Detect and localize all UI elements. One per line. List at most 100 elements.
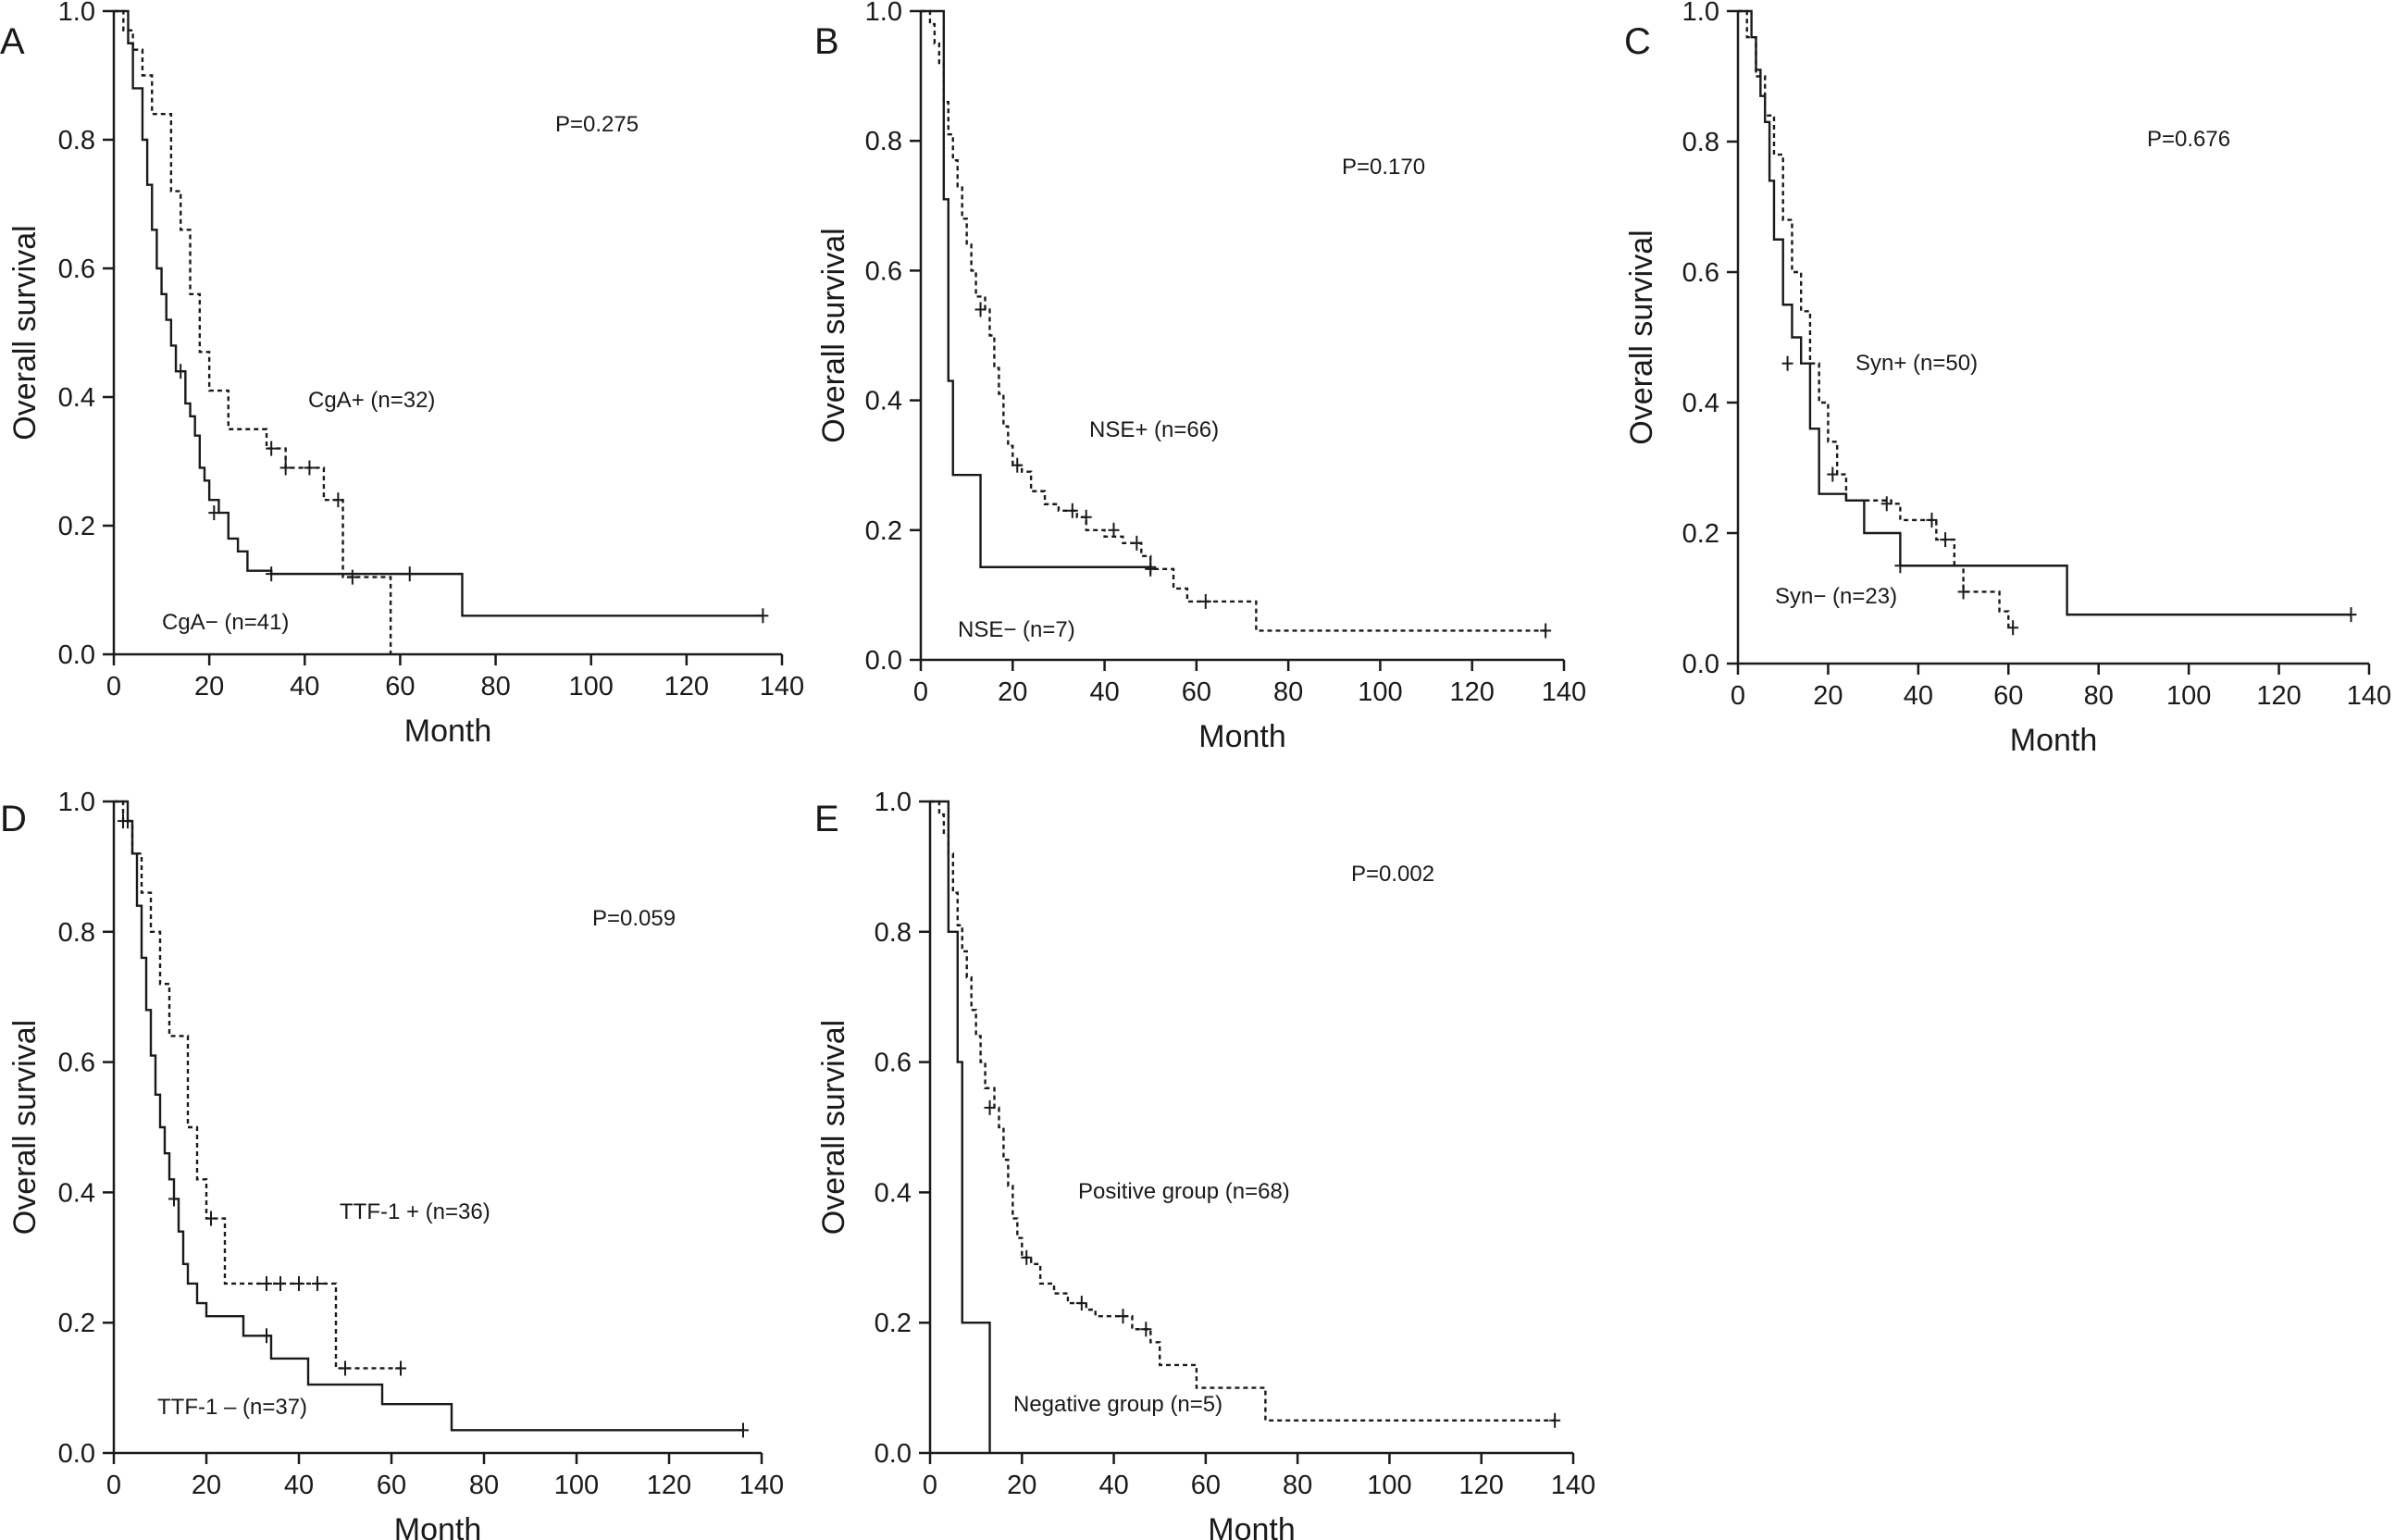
series-label: TTF-1 + (n=36) [340,1199,490,1224]
x-tick-label: 0 [913,677,928,707]
x-tick-label: 120 [2256,681,2301,711]
y-tick-label: 0.2 [1682,519,1719,549]
x-tick-label: 60 [377,1471,406,1500]
panel-e: 0 20 40 60 80 100 120 140 0.0 0.2 0.4 0.6 0.8 1.0 Mont… [814,788,1595,1540]
series-label: NSE+ (n=66) [1089,417,1219,442]
x-tick-label: 20 [194,672,224,702]
x-tick-label: 0 [923,1471,937,1500]
x-tick-label: 100 [569,672,614,702]
x-axis-title: Month [404,714,492,749]
panel-letter: B [814,21,839,62]
x-tick-label: 40 [1089,677,1119,707]
y-tick-label: 0.8 [1682,128,1719,157]
x-axis-title: Month [394,1512,482,1540]
p-value-label: P=0.059 [592,906,676,931]
series-label: Syn− (n=23) [1775,584,1897,609]
x-tick-label: 0 [106,672,121,702]
survival-curve-dashed [1738,9,2010,628]
y-tick-label: 1.0 [875,788,912,817]
p-value-label: P=0.002 [1351,862,1434,887]
x-tick-label: 0 [106,1471,121,1500]
y-axis-title: Overall survival [1624,230,1659,444]
x-tick-label: 60 [1191,1471,1221,1500]
x-tick-label: 60 [1993,681,2023,711]
panel-d: 0 20 40 60 80 100 120 140 0.0 0.2 0.4 0.6 0.8 1.0 Mont… [0,788,784,1540]
x-tick-label: 60 [1182,677,1211,707]
x-tick-label: 100 [1367,1471,1411,1500]
y-tick-label: 0.6 [875,1049,912,1078]
series-label: Syn+ (n=50) [1855,351,1978,376]
y-tick-label: 1.0 [865,0,902,27]
x-tick-label: 60 [385,672,415,702]
y-tick-label: 0.8 [865,127,902,156]
p-value-label: P=0.275 [555,112,639,137]
survival-curve-solid [114,9,763,617]
x-tick-label: 80 [469,1471,499,1500]
y-tick-label: 0.8 [58,918,95,948]
survival-curve-dashed [930,800,1556,1422]
x-tick-label: 140 [760,672,804,702]
y-tick-label: 0.4 [875,1178,912,1208]
y-tick-label: 0.0 [58,640,95,670]
panel-letter: C [1624,21,1651,62]
panel-c: 0 20 40 60 80 100 120 140 0.0 0.2 0.4 0.6 0.8 1.0 Mont… [1624,0,2391,758]
y-tick-label: 0.0 [875,1439,912,1469]
x-tick-label: 20 [1813,681,1843,711]
y-tick-label: 0.4 [58,383,95,413]
x-axis-title: Month [2010,723,2098,758]
panel-letter: A [0,21,25,62]
survival-curve-solid [930,800,991,1453]
x-tick-label: 20 [1007,1471,1036,1500]
y-tick-label: 0.8 [875,918,912,948]
p-value-label: P=0.170 [1342,155,1425,180]
series-label: TTF-1 – (n=37) [157,1395,307,1420]
x-tick-label: 40 [284,1471,314,1500]
y-axis-title: Overall survival [816,228,851,442]
x-tick-label: 80 [1283,1471,1312,1500]
x-axis-title: Month [1208,1512,1296,1540]
panel-b: 0 20 40 60 80 100 120 140 0.0 0.2 0.4 0.6 0.8 1.0 Mont… [814,0,1586,754]
x-tick-label: 100 [2166,681,2211,711]
x-tick-label: 20 [192,1471,221,1500]
y-axis-title: Overall survival [816,1020,851,1235]
x-tick-label: 140 [2347,681,2391,711]
x-tick-label: 100 [1358,677,1402,707]
y-tick-label: 1.0 [58,788,95,817]
y-tick-label: 0.8 [58,126,95,155]
x-tick-label: 0 [1731,681,1745,711]
y-tick-label: 0.0 [1682,650,1719,679]
y-tick-label: 0.2 [58,1309,95,1338]
x-tick-label: 80 [480,672,510,702]
survival-curve-solid [114,800,743,1432]
series-label: Negative group (n=5) [1013,1392,1222,1417]
x-tick-label: 40 [1904,681,1933,711]
x-tick-label: 100 [554,1471,599,1500]
panel-letter: E [814,799,839,839]
panel-a: 0 20 40 60 80 100 120 140 0.0 0.2 0.4 0.6 0.8 1.0 Mont… [0,0,804,749]
y-tick-label: 0.0 [865,646,902,676]
y-axis-title: Overall survival [7,225,43,440]
y-tick-label: 0.4 [865,387,902,416]
x-tick-label: 40 [1098,1471,1128,1500]
p-value-label: P=0.676 [2147,127,2230,152]
y-tick-label: 0.2 [865,516,902,546]
survival-curve-solid [921,9,1151,568]
y-axis-title: Overall survival [7,1020,43,1235]
y-tick-label: 0.6 [1682,258,1719,288]
y-tick-label: 1.0 [58,0,95,27]
y-tick-label: 0.6 [58,255,95,284]
y-tick-label: 0.6 [58,1049,95,1078]
survival-curve-solid [1738,9,2352,616]
survival-curve-dashed [114,800,401,1370]
survival-curve-dashed [114,9,392,654]
x-tick-label: 120 [1450,677,1495,707]
series-label: CgA− (n=41) [162,610,289,635]
y-tick-label: 0.0 [58,1439,95,1469]
y-tick-label: 0.2 [58,512,95,541]
x-tick-label: 120 [1459,1471,1504,1500]
series-label: NSE− (n=7) [958,617,1075,642]
x-tick-label: 40 [290,672,319,702]
y-tick-label: 0.4 [58,1178,95,1208]
series-label: CgA+ (n=32) [308,388,435,413]
